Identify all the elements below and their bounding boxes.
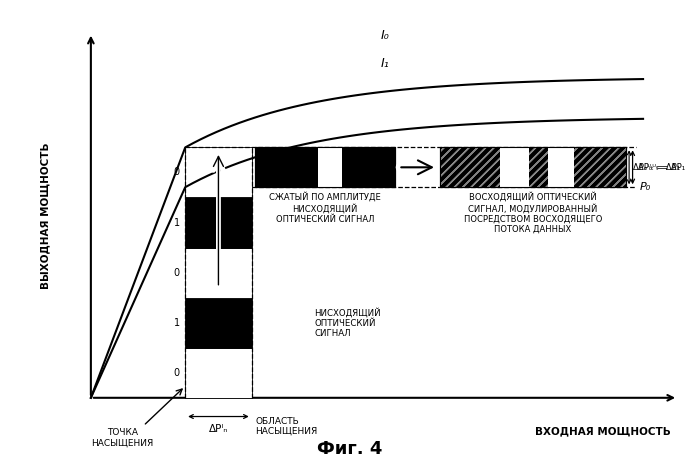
Bar xyxy=(318,147,342,187)
Bar xyxy=(255,147,395,187)
Text: ВХОДНАЯ МОЩНОСТЬ: ВХОДНАЯ МОЩНОСТЬ xyxy=(535,426,671,436)
Text: 0: 0 xyxy=(173,168,180,177)
Text: СЖАТЫЙ ПО АМПЛИТУДЕ
НИСХОДЯЩИЙ
ОПТИЧЕСКИЙ СИГНАЛ: СЖАТЫЙ ПО АМПЛИТУДЕ НИСХОДЯЩИЙ ОПТИЧЕСКИ… xyxy=(269,192,381,224)
Text: ΔPₒᵁₜ = ΔP₁: ΔPₒᵁₜ = ΔP₁ xyxy=(638,163,685,172)
Bar xyxy=(440,147,500,187)
Bar xyxy=(500,147,529,187)
Bar xyxy=(185,348,252,398)
Text: ВОСХОДЯЩИЙ ОПТИЧЕСКИЙ
СИГНАЛ, МОДУЛИРОВАННЫЙ
ПОСРЕДСТВОМ ВОСХОДЯЩЕГО
ПОТОКА ДАНН: ВОСХОДЯЩИЙ ОПТИЧЕСКИЙ СИГНАЛ, МОДУЛИРОВА… xyxy=(464,192,602,234)
Text: 1: 1 xyxy=(173,218,180,227)
Text: P₀: P₀ xyxy=(640,182,651,192)
Bar xyxy=(342,147,395,187)
Bar xyxy=(255,147,318,187)
Text: Фиг. 4: Фиг. 4 xyxy=(317,440,382,458)
Text: I₁: I₁ xyxy=(381,57,390,70)
Text: ТОЧКА
НАСЫЩЕНИЯ: ТОЧКА НАСЫЩЕНИЯ xyxy=(91,428,154,447)
Text: НИСХОДЯЩИЙ
ОПТИЧЕСКИЙ
СИГНАЛ: НИСХОДЯЩИЙ ОПТИЧЕСКИЙ СИГНАЛ xyxy=(315,307,381,338)
Text: 0: 0 xyxy=(173,368,180,378)
Bar xyxy=(529,147,548,187)
Bar xyxy=(529,147,548,187)
Bar xyxy=(548,147,574,187)
Text: ΔPᴵₙ: ΔPᴵₙ xyxy=(209,424,228,433)
Bar xyxy=(574,147,626,187)
Bar xyxy=(185,298,252,348)
Bar xyxy=(574,147,626,187)
Text: ОБЛАСТЬ
НАСЫЩЕНИЯ: ОБЛАСТЬ НАСЫЩЕНИЯ xyxy=(255,417,317,436)
Bar xyxy=(440,147,500,187)
Bar xyxy=(185,248,252,298)
Text: 0: 0 xyxy=(173,268,180,278)
Bar xyxy=(440,147,626,187)
Text: ВЫХОДНАЯ МОЩНОСТЬ: ВЫХОДНАЯ МОЩНОСТЬ xyxy=(41,142,50,289)
Bar xyxy=(185,147,252,197)
Bar xyxy=(185,197,252,248)
Text: 1: 1 xyxy=(173,318,180,328)
Bar xyxy=(440,147,626,187)
Bar xyxy=(255,147,395,187)
Text: ΔPₒᵁₜ = ΔP₁: ΔPₒᵁₜ = ΔP₁ xyxy=(633,163,680,172)
Text: I₀: I₀ xyxy=(381,29,390,42)
